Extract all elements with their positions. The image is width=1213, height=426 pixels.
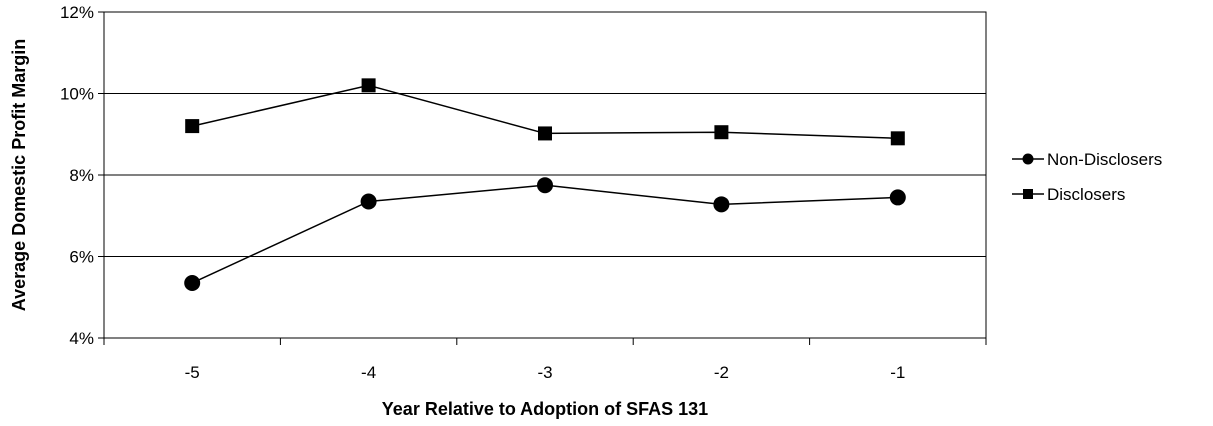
series-line-non-disclosers xyxy=(191,184,898,284)
series-non-disclosers xyxy=(184,177,906,291)
data-point-disclosers xyxy=(185,119,200,134)
grid-lines xyxy=(98,11,986,339)
y-tick-label: 8% xyxy=(69,166,94,185)
legend-marker-disclosers xyxy=(1023,189,1033,199)
data-point-disclosers xyxy=(538,126,552,141)
x-axis-ticks xyxy=(103,338,987,345)
y-tick-label: 6% xyxy=(69,248,94,267)
legend-label-non-disclosers: Non-Disclosers xyxy=(1047,150,1162,169)
y-tick-label: 4% xyxy=(69,329,94,348)
data-point-non-disclosers xyxy=(889,189,906,206)
legend-marker-non-disclosers xyxy=(1022,153,1034,165)
y-axis-title: Average Domestic Profit Margin xyxy=(9,39,29,311)
legend: Non-Disclosers Disclosers xyxy=(1012,150,1162,204)
data-point-non-disclosers xyxy=(537,177,553,194)
series-disclosers xyxy=(185,78,905,146)
x-tick-label: -5 xyxy=(185,363,200,382)
x-tick-label: -1 xyxy=(890,363,905,382)
y-axis-tick-labels: 4% 6% 8% 10% 12% xyxy=(60,3,94,348)
data-point-disclosers xyxy=(361,78,376,93)
data-point-non-disclosers xyxy=(713,196,730,213)
data-point-disclosers xyxy=(714,125,729,140)
x-axis-tick-labels: -5 -4 -3 -2 -1 xyxy=(185,363,906,382)
y-tick-label: 12% xyxy=(60,3,94,22)
data-point-non-disclosers xyxy=(184,274,201,291)
x-tick-label: -2 xyxy=(714,363,729,382)
y-tick-label: 10% xyxy=(60,85,94,104)
x-axis-title: Year Relative to Adoption of SFAS 131 xyxy=(382,399,708,419)
legend-label-disclosers: Disclosers xyxy=(1047,185,1125,204)
x-tick-label: -4 xyxy=(361,363,376,382)
data-point-non-disclosers xyxy=(360,193,377,210)
data-point-disclosers xyxy=(890,131,905,146)
series xyxy=(184,78,906,291)
plot-area xyxy=(103,11,987,339)
x-tick-label: -3 xyxy=(537,363,552,382)
